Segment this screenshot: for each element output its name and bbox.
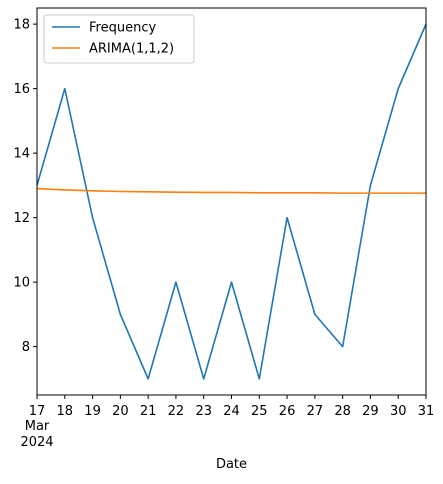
x-tick-label: 24	[223, 404, 240, 419]
x-tick-label: 17	[29, 404, 46, 419]
x-tick-label: 31	[418, 404, 435, 419]
x-tick-label: 21	[140, 404, 157, 419]
y-tick-label: 16	[13, 82, 30, 97]
y-axis: 8 10 12 14 16 18	[13, 18, 37, 355]
x-axis-label: Date	[216, 457, 247, 472]
x-tick-year-label: 2024	[20, 435, 53, 450]
series-line-0	[36, 23, 427, 380]
y-tick-label: 12	[13, 211, 30, 226]
series-line-1	[36, 187, 426, 194]
x-tick-label: 23	[195, 404, 212, 419]
x-tick-label: 26	[279, 404, 296, 419]
x-tick-label: 27	[307, 404, 324, 419]
x-tick-label: 20	[112, 404, 129, 419]
x-tick-label: 22	[168, 404, 185, 419]
y-tick-label: 10	[13, 276, 30, 291]
y-tick-label: 18	[13, 18, 30, 33]
y-tick-label: 8	[22, 340, 30, 355]
x-tick-label: 28	[334, 404, 351, 419]
legend: Frequency ARIMA(1,1,2)	[43, 14, 195, 64]
legend-label-0: Frequency	[89, 21, 156, 36]
x-tick-month-label: Mar	[25, 419, 50, 434]
x-tick-label: 18	[57, 404, 74, 419]
legend-box	[43, 14, 195, 64]
x-tick-label: 30	[390, 404, 407, 419]
x-tick-label: 25	[251, 404, 268, 419]
y-tick-label: 14	[13, 147, 30, 162]
x-tick-label: 29	[362, 404, 379, 419]
legend-label-1: ARIMA(1,1,2)	[89, 42, 174, 57]
x-tick-label: 19	[84, 404, 101, 419]
series-layer	[36, 23, 427, 380]
